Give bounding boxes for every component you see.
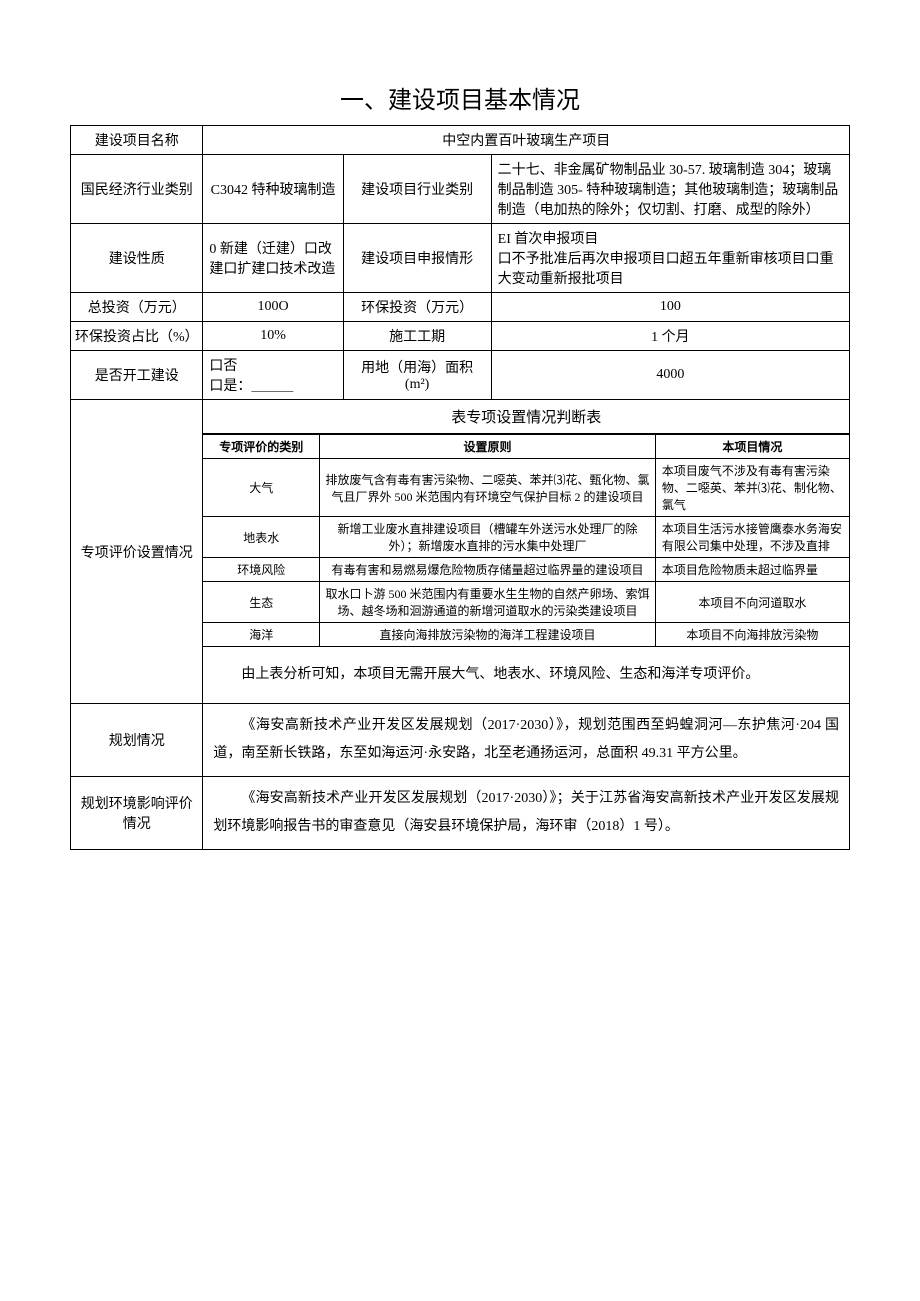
inner-c2: 取水口卜游 500 米范围内有重要水生生物的自然产卵场、索饵场、越冬场和洄游通道… [320,582,656,623]
label-special-eval: 专项评价设置情况 [71,400,203,704]
table-row: 建设性质 0 新建（迁建）口改建口扩建口技术改造 建设项目申报情形 EI 首次申… [71,224,850,293]
table-row: 规划环境影响评价情况 《海安高新技术产业开发区发展规划（2017·2030）》；… [71,777,850,850]
inner-h1: 专项评价的类别 [203,435,319,459]
label-industry-econ: 国民经济行业类别 [71,155,203,224]
table-row: 环保投资占比（%） 10% 施工工期 1 个月 [71,322,850,351]
label-build-nature: 建设性质 [71,224,203,293]
inner-h2: 设置原则 [320,435,656,459]
inner-c1: 环境风险 [203,558,319,582]
label-project-name: 建设项目名称 [71,126,203,155]
inner-c3: 本项目危险物质未超过临界量 [655,558,849,582]
page-title: 一、建设项目基本情况 [70,80,850,115]
inner-c3: 本项目不向河道取水 [655,582,849,623]
inner-row: 大气 排放废气含有毒有害污染物、二噁英、苯并⑶花、甄化物、氯气且厂界外 500 … [203,459,849,517]
inner-c3: 本项目不向海排放污染物 [655,623,849,647]
inner-header-row: 专项评价的类别 设置原则 本项目情况 [203,435,849,459]
inner-c1: 生态 [203,582,319,623]
inner-c3: 本项目废气不涉及有毒有害污染物、二噁英、苯并⑶花、制化物、氯气 [655,459,849,517]
value-project-name: 中空内置百叶玻璃生产项目 [203,126,850,155]
inner-c1: 海洋 [203,623,319,647]
inner-c2: 新增工业废水直排建设项目（槽罐车外送污水处理厂的除外）；新增废水直排的污水集中处… [320,517,656,558]
label-total-invest: 总投资（万元） [71,293,203,322]
value-construction-period: 1 个月 [491,322,849,351]
inner-c2: 有毒有害和易燃易爆危险物质存储量超过临界量的建设项目 [320,558,656,582]
label-land-area: 用地（用海）面积 (m²) [343,351,491,400]
value-planning: 《海安高新技术产业开发区发展规划（2017·2030）》，规划范围西至蚂蝗洞河—… [203,704,850,777]
label-started: 是否开工建设 [71,351,203,400]
inner-table: 专项评价的类别 设置原则 本项目情况 大气 排放废气含有毒有害污染物、二噁英、苯… [203,434,849,646]
value-industry-econ: C3042 特种玻璃制造 [203,155,343,224]
value-declare-situation: EI 首次申报项目 口不予批准后再次申报项目口超五年重新审核项目口重大变动重新报… [491,224,849,293]
inner-c3: 本项目生活污水接管鹰泰水务海安有限公司集中处理，不涉及直排 [655,517,849,558]
label-industry-proj: 建设项目行业类别 [343,155,491,224]
inner-table-title: 表专项设置情况判断表 [203,400,849,434]
inner-row: 生态 取水口卜游 500 米范围内有重要水生生物的自然产卵场、索饵场、越冬场和洄… [203,582,849,623]
inner-c2: 直接向海排放污染物的海洋工程建设项目 [320,623,656,647]
table-row: 总投资（万元） 100O 环保投资（万元） 100 [71,293,850,322]
value-env-ratio: 10% [203,322,343,351]
value-started: 口否 口是：＿＿＿ [203,351,343,400]
value-land-area: 4000 [491,351,849,400]
inner-c2: 排放废气含有毒有害污染物、二噁英、苯并⑶花、甄化物、氯气且厂界外 500 米范围… [320,459,656,517]
table-row: 是否开工建设 口否 口是：＿＿＿ 用地（用海）面积 (m²) 4000 [71,351,850,400]
inner-c1: 大气 [203,459,319,517]
special-eval-cell: 表专项设置情况判断表 专项评价的类别 设置原则 本项目情况 大气 排放废气含有毒… [203,400,850,704]
label-planning-eia: 规划环境影响评价情况 [71,777,203,850]
inner-h3: 本项目情况 [655,435,849,459]
table-row: 建设项目名称 中空内置百叶玻璃生产项目 [71,126,850,155]
value-industry-proj: 二十七、非金属矿物制品业 30-57. 玻璃制造 304；玻璃制品制造 305-… [491,155,849,224]
inner-c1: 地表水 [203,517,319,558]
label-env-invest: 环保投资（万元） [343,293,491,322]
inner-row: 海洋 直接向海排放污染物的海洋工程建设项目 本项目不向海排放污染物 [203,623,849,647]
label-declare-situation: 建设项目申报情形 [343,224,491,293]
label-env-ratio: 环保投资占比（%） [71,322,203,351]
main-table: 建设项目名称 中空内置百叶玻璃生产项目 国民经济行业类别 C3042 特种玻璃制… [70,125,850,850]
table-row: 专项评价设置情况 表专项设置情况判断表 专项评价的类别 设置原则 本项目情况 大… [71,400,850,704]
inner-conclusion: 由上表分析可知，本项目无需开展大气、地表水、环境风险、生态和海洋专项评价。 [203,646,849,703]
value-env-invest: 100 [491,293,849,322]
inner-row: 地表水 新增工业废水直排建设项目（槽罐车外送污水处理厂的除外）；新增废水直排的污… [203,517,849,558]
inner-row: 环境风险 有毒有害和易燃易爆危险物质存储量超过临界量的建设项目 本项目危险物质未… [203,558,849,582]
label-construction-period: 施工工期 [343,322,491,351]
value-build-nature: 0 新建（迁建）口改建口扩建口技术改造 [203,224,343,293]
value-total-invest: 100O [203,293,343,322]
table-row: 规划情况 《海安高新技术产业开发区发展规划（2017·2030）》，规划范围西至… [71,704,850,777]
value-planning-eia: 《海安高新技术产业开发区发展规划（2017·2030）》；关于江苏省海安高新技术… [203,777,850,850]
label-planning: 规划情况 [71,704,203,777]
table-row: 国民经济行业类别 C3042 特种玻璃制造 建设项目行业类别 二十七、非金属矿物… [71,155,850,224]
